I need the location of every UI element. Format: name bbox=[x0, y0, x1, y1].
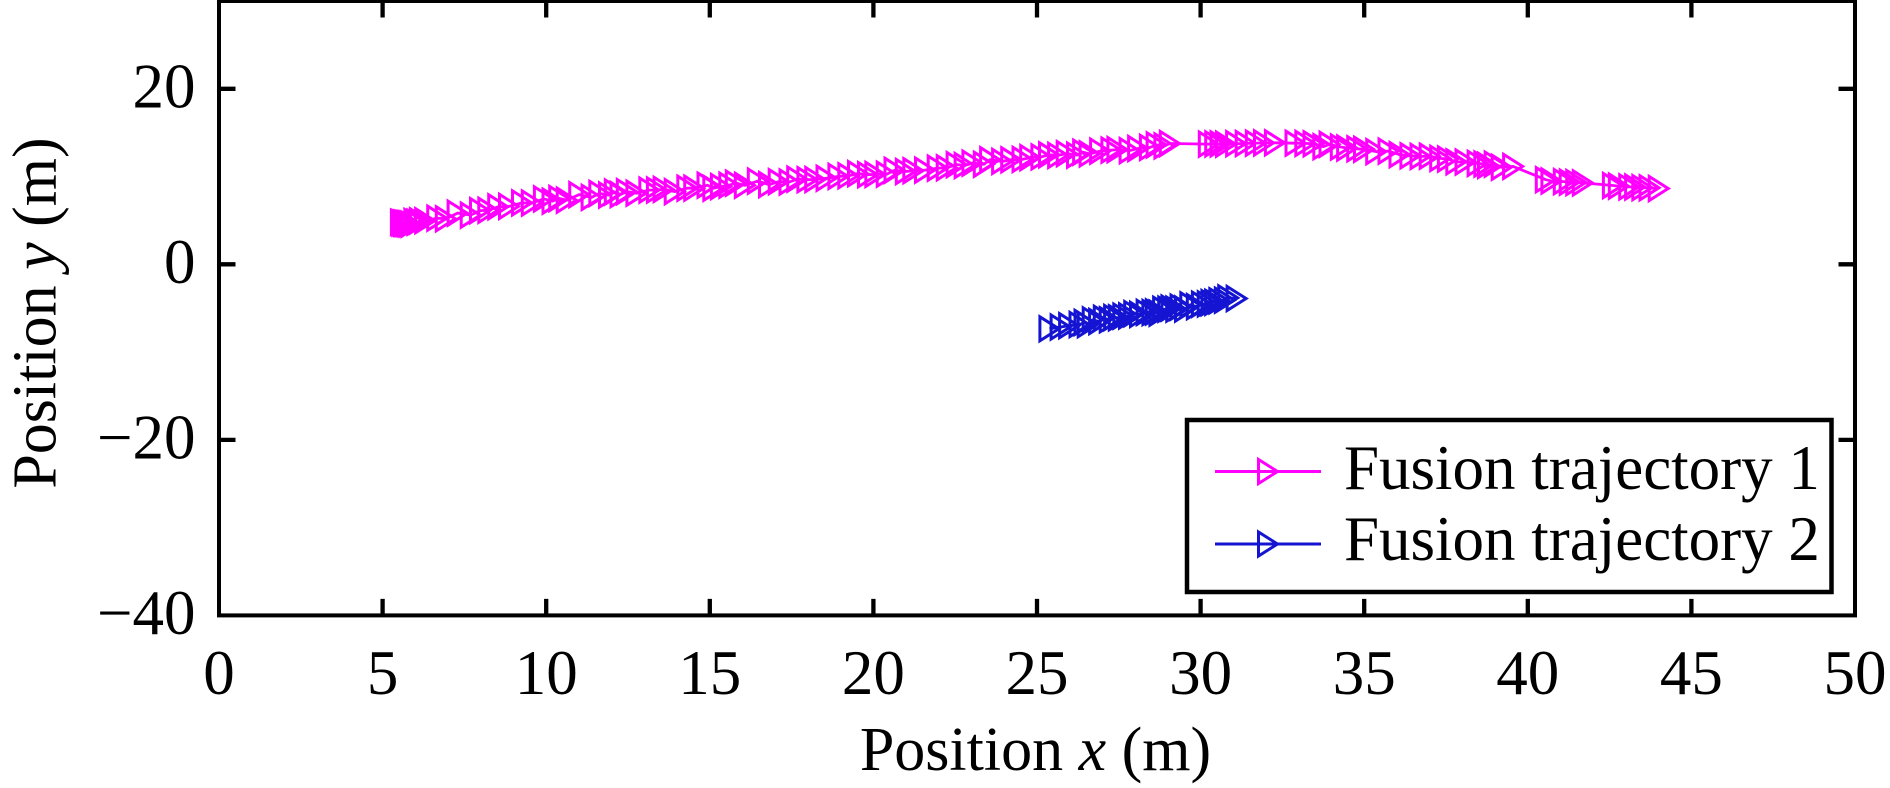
svg-text:20: 20 bbox=[842, 638, 905, 708]
svg-text:0: 0 bbox=[203, 638, 235, 708]
svg-text:45: 45 bbox=[1660, 638, 1723, 708]
svg-text:5: 5 bbox=[367, 638, 399, 708]
svg-text:Fusion trajectory 1: Fusion trajectory 1 bbox=[1344, 433, 1820, 503]
svg-text:40: 40 bbox=[1496, 638, 1559, 708]
svg-text:Fusion trajectory 2: Fusion trajectory 2 bbox=[1344, 504, 1820, 574]
svg-text:Position x (m): Position x (m) bbox=[860, 716, 1211, 784]
svg-text:20: 20 bbox=[133, 51, 196, 121]
svg-text:50: 50 bbox=[1824, 638, 1887, 708]
svg-text:30: 30 bbox=[1169, 638, 1232, 708]
svg-text:10: 10 bbox=[515, 638, 578, 708]
svg-text:−40: −40 bbox=[97, 578, 196, 648]
svg-text:Position y (m): Position y (m) bbox=[2, 137, 70, 488]
svg-text:−20: −20 bbox=[97, 402, 196, 472]
svg-text:35: 35 bbox=[1333, 638, 1396, 708]
svg-text:0: 0 bbox=[164, 227, 196, 297]
svg-text:25: 25 bbox=[1006, 638, 1069, 708]
svg-text:15: 15 bbox=[678, 638, 741, 708]
